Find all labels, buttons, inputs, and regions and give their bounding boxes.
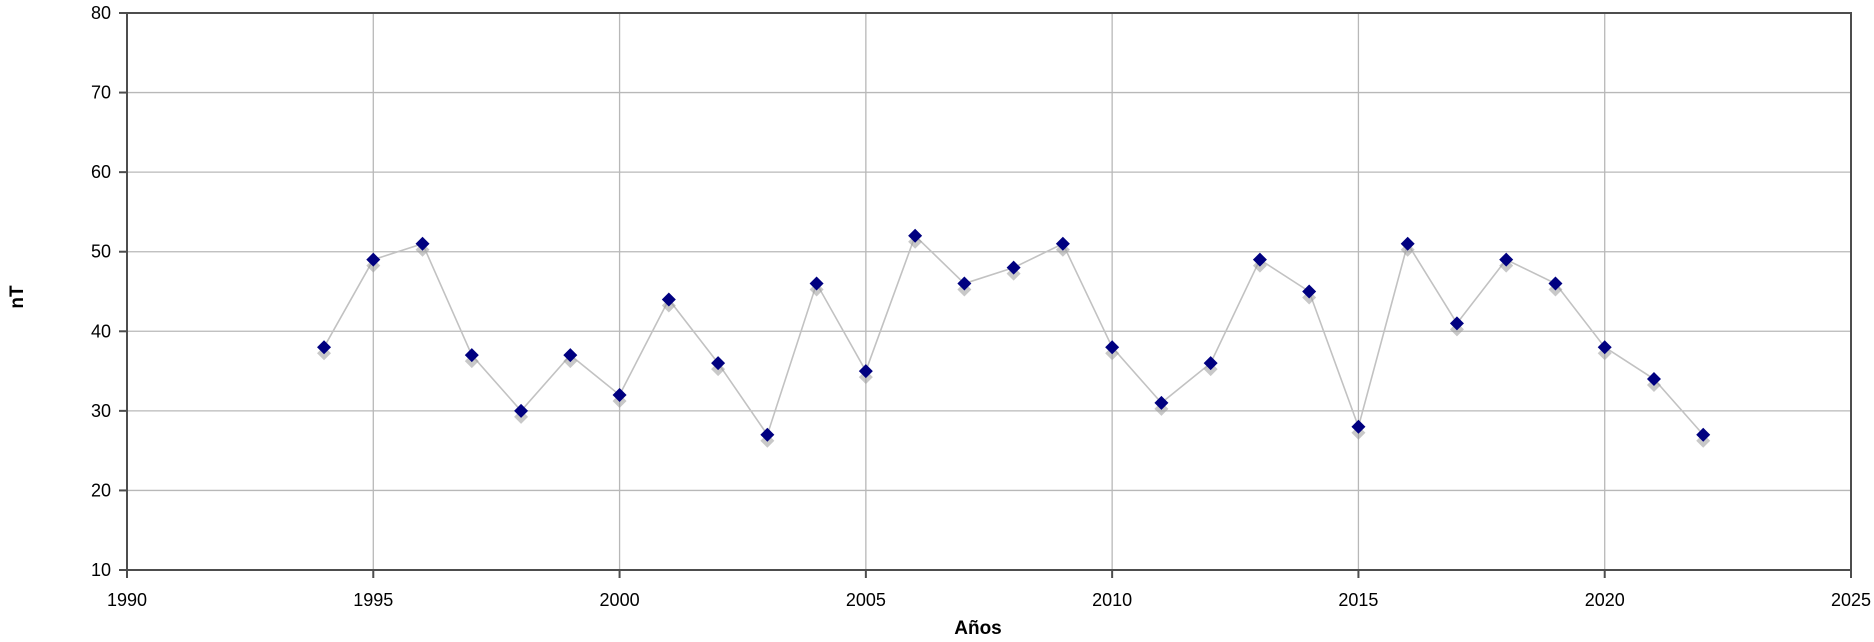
data-point [1252, 252, 1267, 267]
x-tick-label: 2005 [846, 590, 886, 610]
data-point [908, 228, 923, 243]
x-tick-label: 1990 [107, 590, 147, 610]
data-point [317, 340, 332, 355]
x-tick-label: 2020 [1585, 590, 1625, 610]
y-tick-label: 40 [91, 321, 111, 341]
data-point [1400, 236, 1415, 251]
data-point [1055, 236, 1070, 251]
plot-frame [126, 12, 1852, 571]
data-point [514, 403, 529, 418]
data-point [612, 387, 627, 402]
data-point [1499, 252, 1514, 267]
data-point [415, 236, 430, 251]
y-tick-label: 50 [91, 242, 111, 262]
x-tick-label: 2025 [1831, 590, 1871, 610]
y-tick-label: 10 [91, 560, 111, 580]
data-point [1154, 395, 1169, 410]
data-point [1203, 356, 1218, 371]
data-point [1696, 427, 1711, 442]
data-point [1646, 372, 1661, 387]
data-point [1351, 419, 1366, 434]
data-point [1449, 316, 1464, 331]
y-tick-label: 20 [91, 480, 111, 500]
x-tick-label: 2010 [1092, 590, 1132, 610]
data-point [1006, 260, 1021, 275]
data-point [711, 356, 726, 371]
data-point [760, 427, 775, 442]
data-point [957, 276, 972, 291]
axes [119, 12, 1852, 578]
data-point [1597, 340, 1612, 355]
data-point [1302, 284, 1317, 299]
data-point [1105, 340, 1120, 355]
x-tick-label: 2000 [600, 590, 640, 610]
y-tick-label: 70 [91, 83, 111, 103]
x-tick-label: 2015 [1338, 590, 1378, 610]
y-tick-label: 80 [91, 3, 111, 23]
y-axis-title: nT [7, 285, 28, 309]
x-tick-label: 1995 [353, 590, 393, 610]
tick-labels: 10 20 30 40 50 60 70 80 1990 1995 2000 2005 2010 2015… [91, 3, 1871, 610]
data-point [563, 348, 578, 363]
data-point [858, 364, 873, 379]
gridlines [126, 12, 1852, 571]
data-point [1548, 276, 1563, 291]
x-axis-title: Años [954, 618, 1002, 639]
data-point [661, 292, 676, 307]
data-series [317, 228, 1711, 448]
data-point [366, 252, 381, 267]
y-tick-label: 60 [91, 162, 111, 182]
data-point [464, 348, 479, 363]
y-tick-label: 30 [91, 401, 111, 421]
data-point [809, 276, 824, 291]
